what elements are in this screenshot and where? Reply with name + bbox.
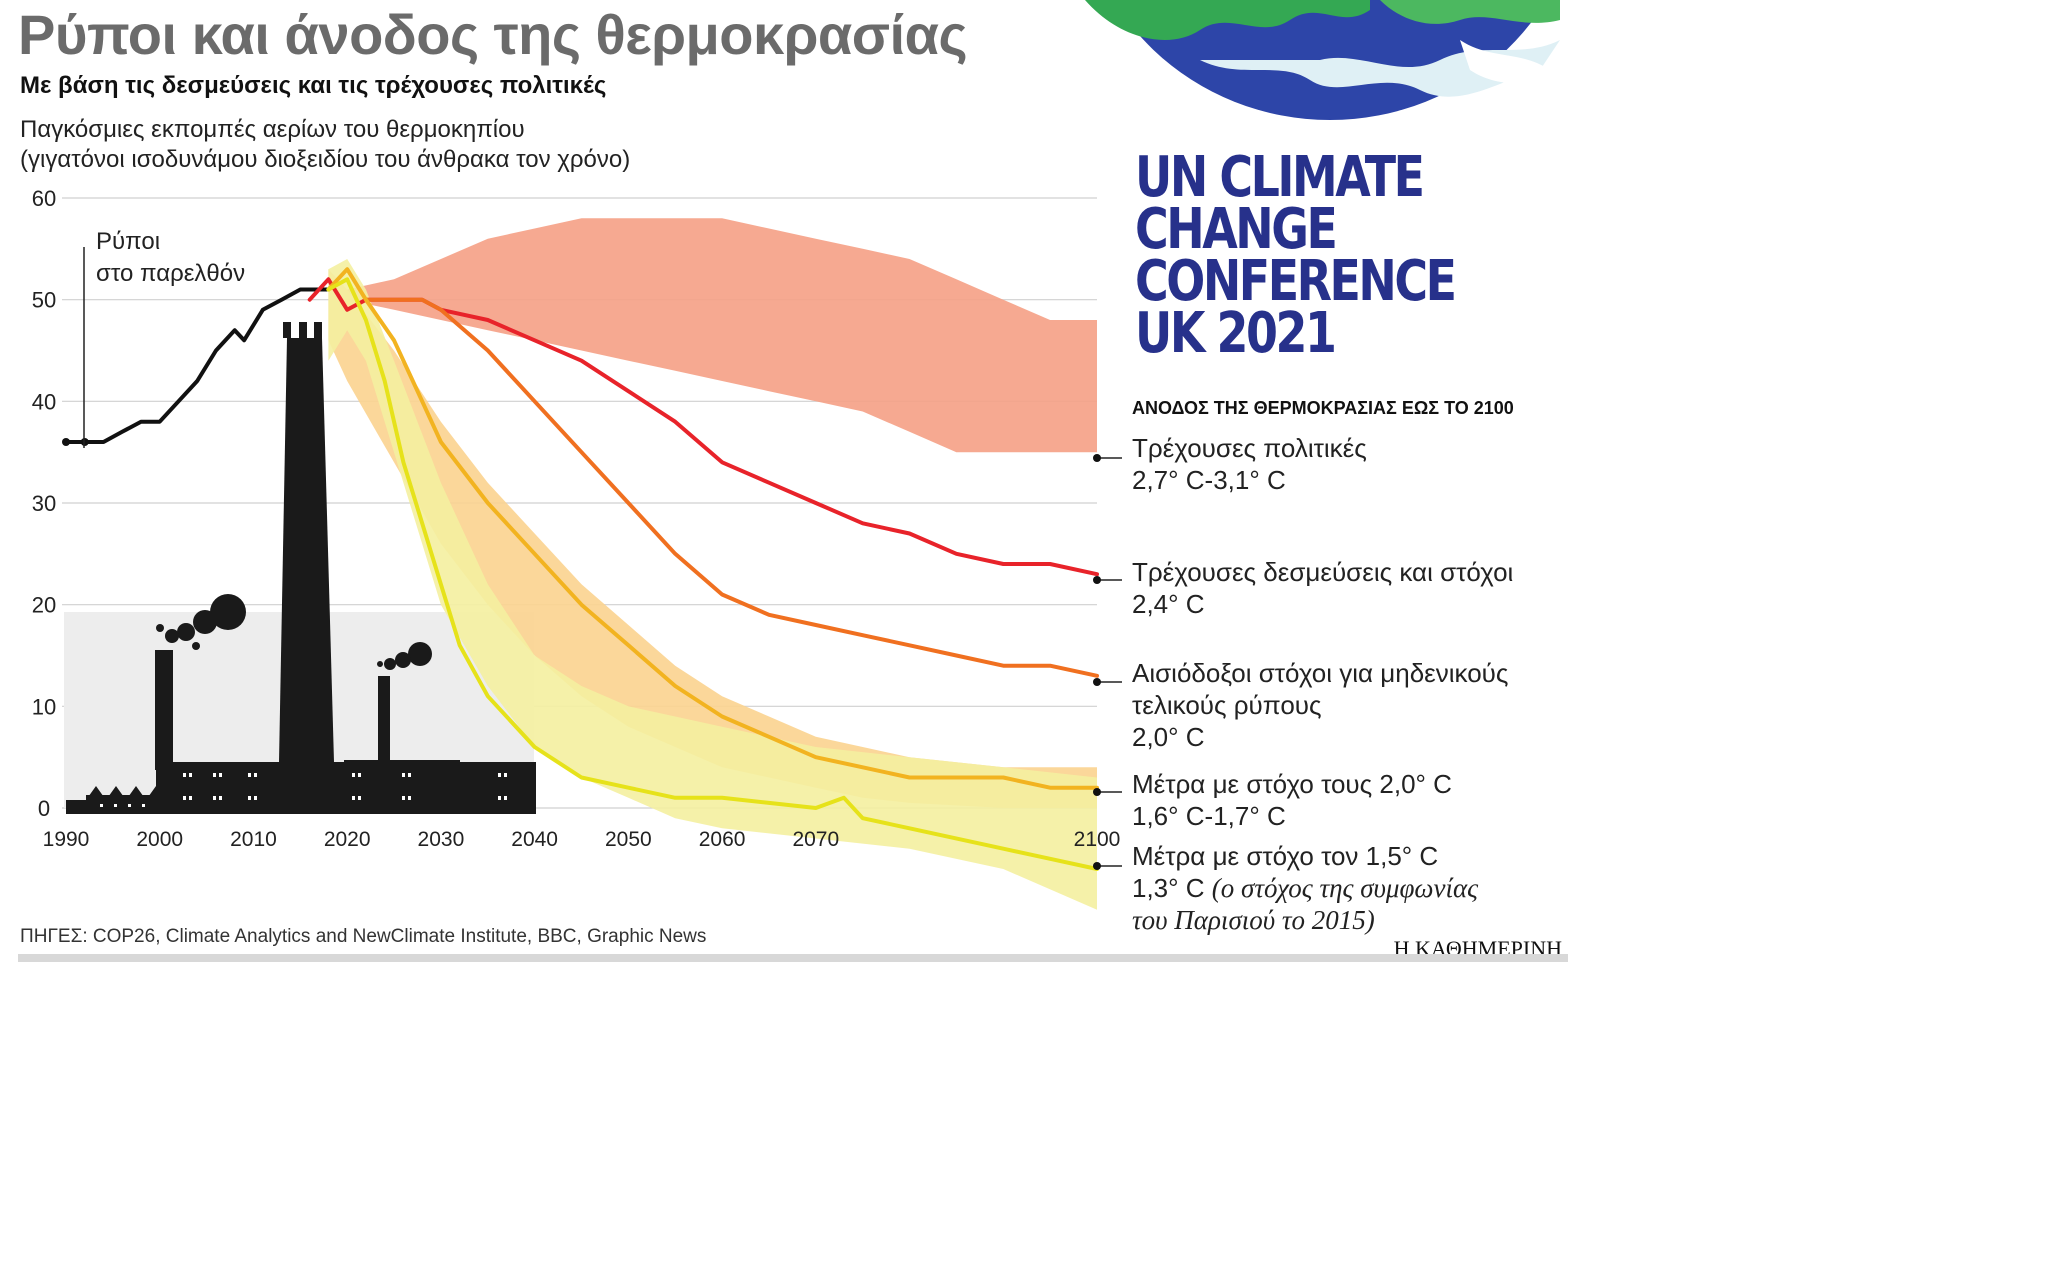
x-tick-label: 2100 xyxy=(1074,828,1121,851)
past-label-line1: Ρύποι xyxy=(96,228,161,255)
y-tick-label: 10 xyxy=(32,694,56,719)
page-title: Ρύποι και άνοδος της θερμοκρασίας xyxy=(18,3,968,66)
y-tick-label: 50 xyxy=(32,288,56,313)
x-tick-label: 2030 xyxy=(418,828,465,851)
legend-label: Μέτρα με στόχο τους 2,0° C xyxy=(1132,769,1452,799)
page-subtitle: Με βάση τις δεσμεύσεις και τις τρέχουσες… xyxy=(20,72,607,99)
x-tick-label: 2070 xyxy=(792,828,839,851)
legend-value: 2,4° C xyxy=(1132,589,1205,619)
legend-label: Αισιόδοξοι στόχοι για μηδενικούς xyxy=(1132,658,1509,688)
historical-start-dot xyxy=(62,438,70,446)
y-tick-label: 30 xyxy=(32,491,56,516)
x-tick-label: 2000 xyxy=(136,828,183,851)
legend-item-optimistic: Αισιόδοξοι στόχοι για μηδενικούς τελικού… xyxy=(1132,657,1508,753)
legend-value: 2,7° C-3,1° C xyxy=(1132,465,1286,495)
legend-dot xyxy=(1093,678,1101,686)
legend-label-cont: τελικούς ρύπους xyxy=(1132,690,1322,720)
line-historical xyxy=(64,287,331,444)
band-target_1_5 xyxy=(328,259,1097,910)
legend-heading: ΑΝΟΔΟΣ ΤΗΣ ΘΕΡΜΟΚΡΑΣΙΑΣ ΕΩΣ ΤΟ 2100 xyxy=(1132,398,1514,418)
footer-bar xyxy=(18,954,1568,962)
legend-value: 1,6° C-1,7° C xyxy=(1132,801,1286,831)
x-tick-label: 2060 xyxy=(699,828,746,851)
legend-item-target-1-5: Μέτρα με στόχο τον 1,5° C 1,3° C (ο στόχ… xyxy=(1132,840,1478,936)
conference-line4: UK 2021 xyxy=(1135,301,1337,366)
legend-dot xyxy=(1093,788,1101,796)
x-tick-label: 2020 xyxy=(324,828,371,851)
legend-label: Τρέχουσες πολιτικές xyxy=(1132,433,1367,463)
sources-note: ΠΗΓΕΣ: COP26, Climate Analytics and NewC… xyxy=(20,926,707,947)
scenario-lines xyxy=(62,267,1099,871)
legend-item-current-pledges: Τρέχουσες δεσμεύσεις και στόχοι 2,4° C xyxy=(1132,556,1513,620)
line-target_1_5 xyxy=(326,277,1099,871)
line-optimistic_net_zero xyxy=(363,297,1099,678)
legend-dot xyxy=(1093,576,1101,584)
legend-dot xyxy=(1093,862,1101,870)
y-tick-label: 60 xyxy=(32,186,56,211)
legend-dot xyxy=(1093,454,1101,462)
legend-item-current-policies: Τρέχουσες πολιτικές 2,7° C-3,1° C xyxy=(1132,432,1367,496)
y-tick-label: 0 xyxy=(38,796,50,821)
factory-icon xyxy=(66,322,536,814)
legend-note: (ο στόχος της συμφωνίας xyxy=(1211,873,1479,903)
legend-value: 2,0° C xyxy=(1132,722,1205,752)
past-emissions-label: Ρύποι στο παρελθόν xyxy=(96,226,245,290)
scenario-bands xyxy=(328,218,1097,910)
globe-image xyxy=(1085,0,1560,122)
end-markers xyxy=(1093,454,1122,870)
legend-value: 1,3° C xyxy=(1132,873,1212,903)
legend-item-target-2-0: Μέτρα με στόχο τους 2,0° C 1,6° C-1,7° C xyxy=(1132,768,1452,832)
y-axis-unit-label: (γιγατόνοι ισοδυνάμου διοξειδίου του άνθ… xyxy=(20,146,631,173)
x-tick-label: 2010 xyxy=(230,828,277,851)
conference-line1: UN CLIMATE xyxy=(1135,145,1425,210)
x-tick-label: 1990 xyxy=(43,828,90,851)
x-tick-label: 2050 xyxy=(605,828,652,851)
line-target_2_0 xyxy=(326,267,1099,790)
x-tick-label: 2040 xyxy=(511,828,558,851)
band-target_2_0 xyxy=(328,269,1097,808)
conference-line2: CHANGE xyxy=(1135,197,1338,262)
legend-label: Μέτρα με στόχο τον 1,5° C xyxy=(1132,841,1439,871)
legend-label: Τρέχουσες δεσμεύσεις και στόχοι xyxy=(1132,557,1514,587)
conference-line3: CONFERENCE xyxy=(1135,249,1457,314)
y-axis-label: Παγκόσμιες εκπομπές αερίων του θερμοκηπί… xyxy=(20,116,525,143)
conference-logo: UN CLIMATE CHANGE CONFERENCE UK 2021 xyxy=(1135,145,1457,366)
band-current_policies xyxy=(347,218,1097,453)
y-tick-label: 20 xyxy=(32,593,56,618)
y-tick-label: 40 xyxy=(32,389,56,414)
legend-note-cont: του Παρισιού το 2015) xyxy=(1132,905,1375,935)
past-label-line2: στο παρελθόν xyxy=(96,260,246,287)
